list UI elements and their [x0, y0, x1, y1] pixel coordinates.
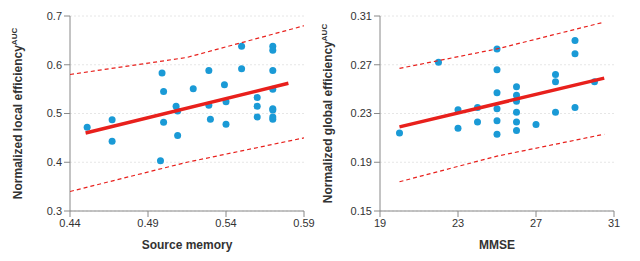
- svg-text:Normalized local efficiencyAUC: Normalized local efficiencyAUC: [10, 28, 25, 200]
- svg-text:0.49: 0.49: [137, 217, 158, 229]
- svg-text:19: 19: [374, 217, 386, 229]
- svg-text:27: 27: [530, 217, 542, 229]
- svg-text:Normalized global efficiencyAU: Normalized global efficiencyAUC: [320, 24, 335, 204]
- svg-text:0.31: 0.31: [351, 10, 372, 22]
- svg-text:0.44: 0.44: [59, 217, 80, 229]
- svg-text:0.23: 0.23: [351, 107, 372, 119]
- svg-text:0.4: 0.4: [47, 156, 62, 168]
- svg-text:0.15: 0.15: [351, 205, 372, 217]
- svg-text:MMSE: MMSE: [479, 238, 515, 252]
- svg-text:0.27: 0.27: [351, 59, 372, 71]
- svg-text:0.6: 0.6: [47, 59, 62, 71]
- svg-text:0.54: 0.54: [215, 217, 236, 229]
- svg-text:0.59: 0.59: [293, 217, 314, 229]
- svg-text:23: 23: [452, 217, 464, 229]
- svg-text:31: 31: [608, 217, 620, 229]
- svg-text:0.7: 0.7: [47, 10, 62, 22]
- svg-text:Source memory: Source memory: [142, 238, 233, 252]
- svg-text:0.3: 0.3: [47, 205, 62, 217]
- svg-text:0.19: 0.19: [351, 156, 372, 168]
- svg-text:0.5: 0.5: [47, 107, 62, 119]
